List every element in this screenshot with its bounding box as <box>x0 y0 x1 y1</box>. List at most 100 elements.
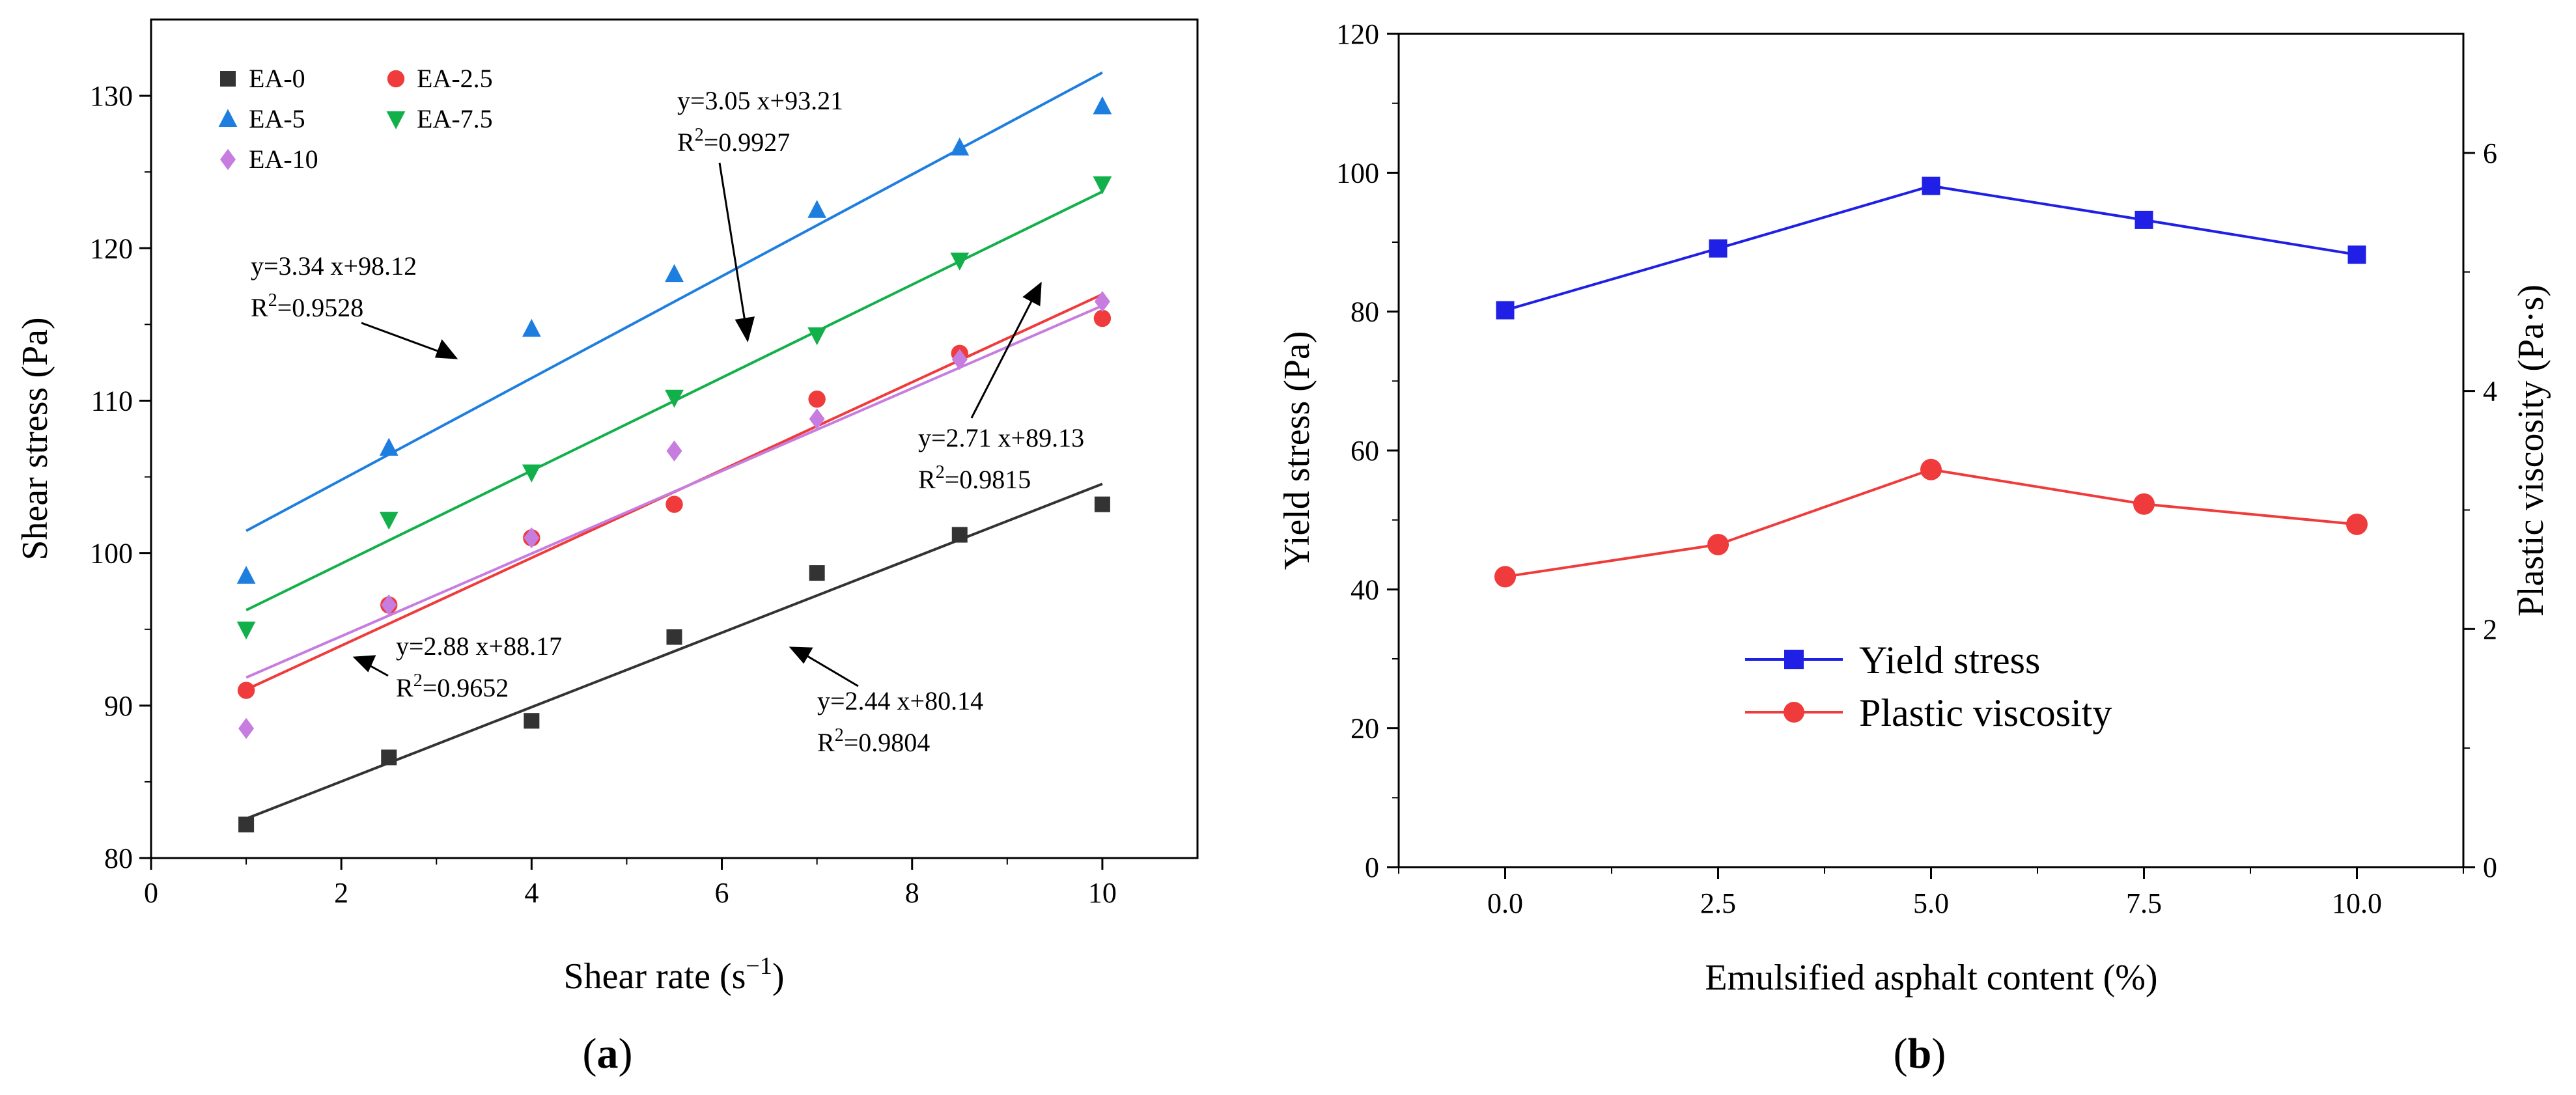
point-ea-7-5 <box>950 253 970 271</box>
x-tick-label: 4 <box>524 877 539 909</box>
point-yield-stress <box>2135 210 2153 229</box>
chart-a-y-ticks: 80 90 100 110 120 130 <box>90 80 151 874</box>
point-ea-0 <box>524 713 540 729</box>
arrow-ea-0-head <box>789 646 813 664</box>
svg-text:y=3.05 x+93.21: y=3.05 x+93.21 <box>677 86 843 115</box>
chart-b-legend: Yield stress Plastic viscosity <box>1745 639 2112 734</box>
y2-tick-label: 4 <box>2483 376 2497 408</box>
panel-label-a: (a) <box>583 1030 633 1077</box>
annotation-ea-5-fit: y=3.34 x+98.12 R2=0.9528 <box>251 251 417 322</box>
legend-marker-ea-7-5 <box>386 111 406 130</box>
chart-b-y-ticks: 0 20 40 60 80 100 120 <box>1336 18 1399 883</box>
legend-plastic-viscosity-marker <box>1784 702 1804 723</box>
point-ea-10 <box>951 349 968 370</box>
panel-label-b: (b) <box>1894 1030 1946 1077</box>
point-ea-7-5 <box>236 621 256 640</box>
y2-tick-label: 2 <box>2483 613 2497 645</box>
y-tick-label: 40 <box>1351 574 1379 605</box>
y-tick-label: 80 <box>1351 296 1379 328</box>
chart-b-lines <box>1504 184 2357 578</box>
y-tick-label: 80 <box>104 842 133 874</box>
x-tick-label: 7.5 <box>2126 887 2162 919</box>
point-ea-2-5 <box>1093 309 1112 327</box>
point-yield-stress <box>2347 245 2366 264</box>
line-yield-stress <box>1504 184 2357 312</box>
y-tick-label: 20 <box>1351 713 1379 745</box>
point-ea-5 <box>236 566 256 584</box>
point-ea-5 <box>665 264 684 283</box>
point-plastic-viscosity <box>1494 566 1516 588</box>
point-yield-stress <box>1496 301 1515 320</box>
svg-text:y=2.71 x+89.13: y=2.71 x+89.13 <box>918 423 1084 452</box>
y-tick-label: 130 <box>90 80 133 112</box>
x-tick-label: 10.0 <box>2332 887 2382 919</box>
point-ea-7-5 <box>522 464 541 483</box>
y-tick-label: 120 <box>1336 18 1379 50</box>
svg-text:R2=0.9927: R2=0.9927 <box>677 125 790 157</box>
arrow-ea-2-5-head <box>352 655 376 672</box>
point-ea-5 <box>379 437 399 456</box>
point-ea-10 <box>666 440 682 462</box>
legend-yield-stress-label: Yield stress <box>1859 639 2040 682</box>
chart-b-y2-ticks: 0 2 4 6 <box>2463 137 2497 883</box>
point-ea-0 <box>809 565 825 581</box>
chart-a-legend: EA-0 EA-2.5 EA-5 EA-7.5 EA-10 <box>218 64 493 174</box>
annotation-ea-2-5-fit: y=2.88 x+88.17 R2=0.9652 <box>396 631 562 702</box>
point-ea-5 <box>950 137 970 156</box>
arrow-ea-5-head <box>434 339 458 359</box>
y2-tick-label: 0 <box>2483 852 2497 883</box>
arrow-ea-10 <box>970 296 1035 419</box>
svg-text:y=2.44 x+80.14: y=2.44 x+80.14 <box>817 686 983 715</box>
chart-a-y-axis-label: Shear stress (Pa) <box>15 317 55 560</box>
legend-marker-ea-2-5 <box>387 70 405 88</box>
point-ea-5 <box>807 200 827 218</box>
point-ea-7-5 <box>1093 176 1112 195</box>
x-tick-label: 2 <box>334 877 348 909</box>
chart-a-x-ticks: 0 2 4 6 8 10 <box>144 858 1117 909</box>
y-tick-label: 100 <box>90 538 133 570</box>
y-tick-label: 100 <box>1336 157 1379 189</box>
fit-line-ea-0 <box>245 482 1103 820</box>
svg-text:R2=0.9528: R2=0.9528 <box>251 290 363 322</box>
point-ea-7-5 <box>379 512 399 530</box>
svg-text:y=2.88 x+88.17: y=2.88 x+88.17 <box>396 631 562 661</box>
chart-b-y-axis-label: Yield stress (Pa) <box>1277 331 1317 570</box>
point-ea-0 <box>381 749 397 766</box>
point-plastic-viscosity <box>1920 458 1942 480</box>
point-plastic-viscosity <box>2346 513 2368 535</box>
y-tick-label: 0 <box>1365 852 1379 883</box>
arrow-ea-7-5-head <box>735 316 755 342</box>
point-plastic-viscosity <box>2133 493 2155 515</box>
legend-yield-stress-marker <box>1784 650 1804 669</box>
x-tick-label: 10 <box>1088 877 1117 909</box>
annotation-ea-0-fit: y=2.44 x+80.14 R2=0.9804 <box>817 686 983 757</box>
point-ea-0 <box>666 629 682 645</box>
x-tick-label: 0 <box>144 877 158 909</box>
y-tick-label: 110 <box>91 385 133 417</box>
point-ea-10 <box>238 717 255 740</box>
point-ea-0 <box>1094 496 1110 512</box>
svg-text:R2=0.9804: R2=0.9804 <box>817 725 930 757</box>
x-tick-label: 2.5 <box>1700 887 1736 919</box>
legend-label-ea-0: EA-0 <box>249 64 305 93</box>
svg-text:y=3.34 x+98.12: y=3.34 x+98.12 <box>251 251 417 281</box>
y-tick-label: 90 <box>104 690 133 722</box>
line-plastic-viscosity <box>1505 468 2357 578</box>
point-ea-2-5 <box>237 682 255 699</box>
legend-label-ea-2-5: EA-2.5 <box>417 64 493 93</box>
point-ea-10 <box>381 594 397 616</box>
point-ea-0 <box>951 527 968 543</box>
legend-marker-ea-5 <box>218 109 238 127</box>
point-ea-5 <box>1093 96 1112 115</box>
y-tick-label: 60 <box>1351 435 1379 467</box>
point-ea-10 <box>1094 291 1110 312</box>
arrow-ea-7-5 <box>718 162 747 326</box>
chart-b: 0 20 40 60 80 100 120 0 2 4 6 0.0 2.5 5.0 7.5 10.0 Yi… <box>1277 18 2551 1077</box>
point-ea-7-5 <box>665 389 684 408</box>
fit-line-ea-5 <box>245 71 1103 533</box>
legend-label-ea-7-5: EA-7.5 <box>417 104 493 133</box>
annotation-ea-7-5-fit: y=3.05 x+93.21 R2=0.9927 <box>677 86 843 157</box>
point-ea-10 <box>524 527 540 549</box>
